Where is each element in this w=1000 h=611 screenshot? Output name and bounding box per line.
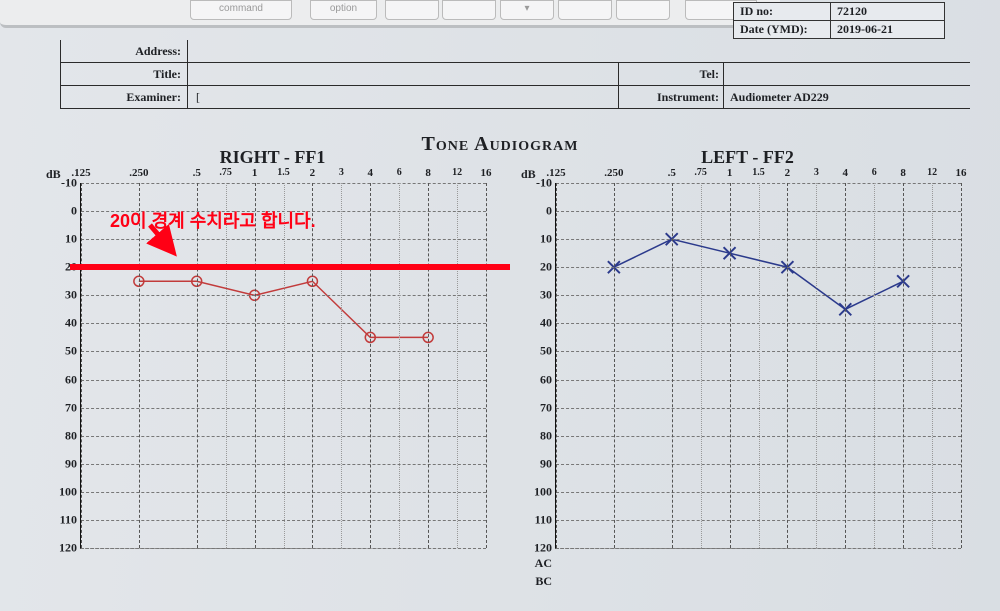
y-tick-label: 50	[528, 344, 552, 359]
left-ear-chart: LEFT - FF2 dB -1001020304050607080901001…	[525, 145, 970, 590]
x-tick-label-minor: 6	[397, 167, 402, 178]
x-tick-label: .125	[546, 167, 565, 179]
address-label: Address:	[60, 40, 188, 62]
y-tick-label: 80	[528, 428, 552, 443]
x-tick-label: 2	[785, 167, 791, 179]
y-tick-label: 60	[53, 372, 77, 387]
x-tick-label-minor: .75	[219, 167, 232, 178]
x-tick-label: 1	[727, 167, 733, 179]
y-tick-label: 70	[528, 400, 552, 415]
title-value	[188, 63, 618, 85]
y-tick-label: 100	[528, 484, 552, 499]
header-form: Address: Title: Tel: Examiner: [ Instrum…	[60, 40, 970, 109]
keyboard-key: ▾	[500, 0, 554, 20]
y-tick-label: 110	[53, 512, 77, 527]
y-tick-label: 40	[53, 316, 77, 331]
charts-container: RIGHT - FF1 dB -100102030405060708090100…	[50, 145, 970, 590]
x-tick-label: .250	[604, 167, 623, 179]
keyboard-key	[385, 0, 439, 20]
y-tick-label: 10	[528, 232, 552, 247]
y-tick-label: 110	[528, 512, 552, 527]
keyboard-key	[442, 0, 496, 20]
y-tick-label: 40	[528, 316, 552, 331]
x-tick-label: 4	[843, 167, 849, 179]
x-tick-label: 4	[368, 167, 374, 179]
keyboard-edge: command option ▾	[0, 0, 780, 28]
examiner-value: [	[188, 86, 618, 108]
x-tick-label-minor: 1.5	[277, 167, 290, 178]
audiogram-sheet: command option ▾ ID no: 72120 Date (YMD): …	[0, 0, 1000, 611]
right-chart-title: RIGHT - FF1	[50, 147, 495, 168]
y-tick-label: 0	[528, 204, 552, 219]
tel-label: Tel:	[618, 63, 723, 85]
x-tick-label: 16	[956, 167, 967, 179]
address-value	[188, 40, 970, 62]
keyboard-key: option	[310, 0, 377, 20]
id-no-value: 72120	[831, 3, 944, 20]
y-tick-label: 10	[53, 232, 77, 247]
x-tick-label: 1	[252, 167, 258, 179]
x-tick-label-minor: 3	[339, 167, 344, 178]
title-label: Title:	[60, 63, 188, 85]
y-tick-label: 30	[53, 288, 77, 303]
y-tick-label: 20	[528, 260, 552, 275]
y-tick-label: 30	[528, 288, 552, 303]
instrument-label: Instrument:	[618, 86, 723, 108]
annotation-arrow-icon	[145, 220, 185, 260]
y-tick-label: 70	[53, 400, 77, 415]
tel-value	[723, 63, 970, 85]
bc-label: BC	[528, 574, 552, 589]
instrument-value: Audiometer AD229	[723, 86, 970, 108]
date-value: 2019-06-21	[831, 21, 944, 38]
y-tick-label: 100	[53, 484, 77, 499]
y-tick-label: 120	[528, 541, 552, 556]
x-tick-label-minor: 1.5	[752, 167, 765, 178]
y-tick-label: 50	[53, 344, 77, 359]
x-tick-label: 16	[481, 167, 492, 179]
x-tick-label-minor: 6	[872, 167, 877, 178]
x-tick-label: .125	[71, 167, 90, 179]
left-chart-title: LEFT - FF2	[525, 147, 970, 168]
threshold-annotation: 20이 경계 수치라고 합니다.	[110, 207, 316, 233]
x-tick-label-minor: 12	[452, 167, 462, 178]
y-tick-label: 90	[528, 456, 552, 471]
right-plot: -100102030405060708090100110120.125.250.…	[80, 183, 486, 549]
y-tick-label: 80	[53, 428, 77, 443]
x-tick-label-minor: 3	[814, 167, 819, 178]
x-tick-label-minor: .75	[694, 167, 707, 178]
x-tick-label: .250	[129, 167, 148, 179]
y-tick-label: 90	[53, 456, 77, 471]
y-tick-label: 120	[53, 541, 77, 556]
date-label: Date (YMD):	[734, 21, 831, 38]
x-tick-label: 8	[900, 167, 906, 179]
x-tick-label-minor: 12	[927, 167, 937, 178]
x-tick-label: 8	[425, 167, 431, 179]
keyboard-key: command	[190, 0, 292, 20]
keyboard-key	[616, 0, 670, 20]
y-tick-label: 0	[53, 204, 77, 219]
x-tick-label: .5	[193, 167, 201, 179]
y-tick-label: 60	[528, 372, 552, 387]
x-tick-label: .5	[668, 167, 676, 179]
id-no-label: ID no:	[734, 3, 831, 20]
left-plot: -100102030405060708090100110120.125.250.…	[555, 183, 961, 549]
ac-label: AC	[528, 556, 552, 571]
meta-box: ID no: 72120 Date (YMD): 2019-06-21	[733, 2, 945, 39]
keyboard-key	[558, 0, 612, 20]
threshold-line	[70, 264, 510, 270]
x-tick-label: 2	[310, 167, 316, 179]
examiner-label: Examiner:	[60, 86, 188, 108]
